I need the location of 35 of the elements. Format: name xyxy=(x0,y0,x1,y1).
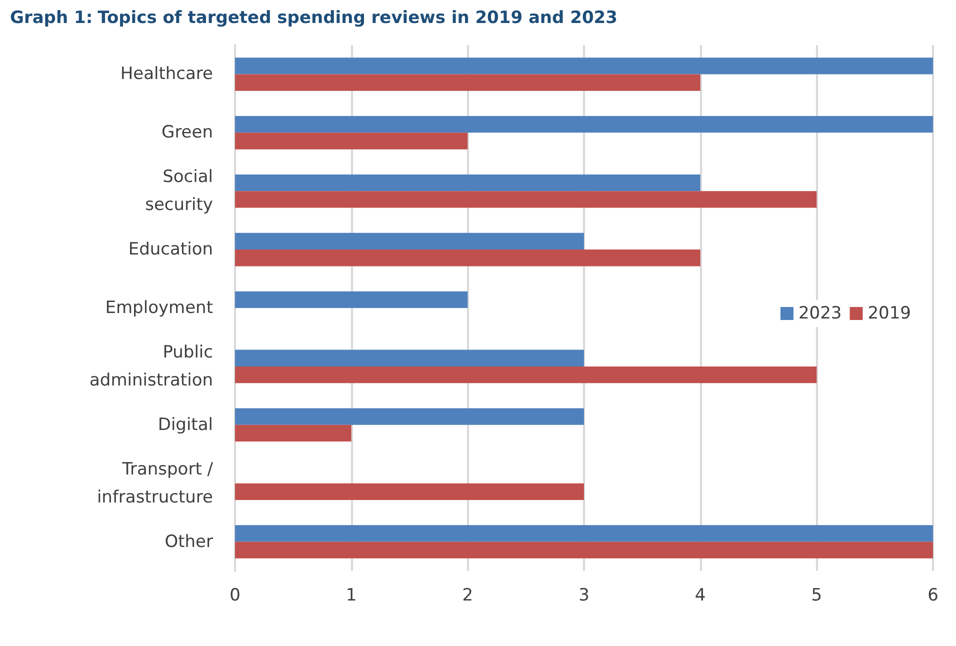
bar xyxy=(235,74,700,91)
bar xyxy=(235,424,352,442)
bar xyxy=(235,408,584,425)
bar xyxy=(235,350,584,366)
bar xyxy=(235,542,933,558)
y-tick-label: Other xyxy=(164,532,213,552)
bar xyxy=(235,116,933,133)
x-tick-label: 0 xyxy=(230,586,240,606)
bar xyxy=(235,132,468,150)
chart-title: Graph 1: Topics of targeted spending reviews in 2019 and 2023 xyxy=(10,8,618,28)
y-tick-label: Healthcare xyxy=(120,64,213,84)
y-tick-label: Education xyxy=(128,240,213,260)
x-tick-label: 1 xyxy=(346,586,357,606)
bar xyxy=(235,191,817,208)
y-tick-label: Employment xyxy=(105,298,214,318)
bar xyxy=(235,250,700,266)
legend-label: 2023 xyxy=(798,304,842,324)
x-tick-label: 3 xyxy=(578,586,590,606)
y-tick-label: Green xyxy=(162,122,213,143)
bar xyxy=(235,174,700,192)
bar xyxy=(235,291,468,308)
y-tick-label: Social security xyxy=(145,167,213,216)
legend-label: 2019 xyxy=(868,304,911,324)
y-tick-label: Transport / infrastructure xyxy=(96,459,214,508)
y-tick-label: Digital xyxy=(158,414,213,435)
bar xyxy=(235,366,817,384)
y-tick-label: Public administration xyxy=(90,342,213,390)
x-tick-label: 4 xyxy=(694,586,706,606)
bar xyxy=(235,232,584,250)
x-tick-label: 2 xyxy=(462,586,474,606)
bar xyxy=(235,525,933,542)
bar xyxy=(235,483,584,500)
bar xyxy=(235,58,933,74)
x-tick-label: 6 xyxy=(928,586,938,606)
x-tick-label: 5 xyxy=(811,586,822,606)
